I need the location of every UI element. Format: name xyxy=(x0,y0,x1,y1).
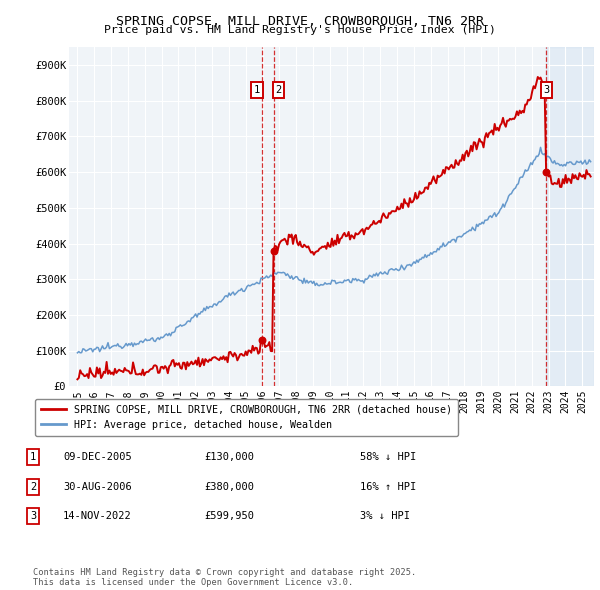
Point xyxy=(257,335,266,345)
Text: Price paid vs. HM Land Registry's House Price Index (HPI): Price paid vs. HM Land Registry's House … xyxy=(104,25,496,35)
Text: 3% ↓ HPI: 3% ↓ HPI xyxy=(360,512,410,521)
Text: 30-AUG-2006: 30-AUG-2006 xyxy=(63,482,132,491)
Point xyxy=(269,246,278,255)
Text: 2: 2 xyxy=(30,482,36,491)
Text: 58% ↓ HPI: 58% ↓ HPI xyxy=(360,453,416,462)
Point xyxy=(542,168,551,177)
Text: 3: 3 xyxy=(30,512,36,521)
Text: 16% ↑ HPI: 16% ↑ HPI xyxy=(360,482,416,491)
Text: 2: 2 xyxy=(275,85,281,95)
Text: £599,950: £599,950 xyxy=(204,512,254,521)
Text: £380,000: £380,000 xyxy=(204,482,254,491)
Text: 14-NOV-2022: 14-NOV-2022 xyxy=(63,512,132,521)
Text: Contains HM Land Registry data © Crown copyright and database right 2025.
This d: Contains HM Land Registry data © Crown c… xyxy=(33,568,416,587)
Text: 1: 1 xyxy=(254,85,260,95)
Text: 1: 1 xyxy=(30,453,36,462)
Text: SPRING COPSE, MILL DRIVE, CROWBOROUGH, TN6 2RR: SPRING COPSE, MILL DRIVE, CROWBOROUGH, T… xyxy=(116,15,484,28)
Text: 09-DEC-2005: 09-DEC-2005 xyxy=(63,453,132,462)
Text: £130,000: £130,000 xyxy=(204,453,254,462)
Legend: SPRING COPSE, MILL DRIVE, CROWBOROUGH, TN6 2RR (detached house), HPI: Average pr: SPRING COPSE, MILL DRIVE, CROWBOROUGH, T… xyxy=(35,399,458,436)
Text: 3: 3 xyxy=(543,85,550,95)
Bar xyxy=(547,47,594,386)
